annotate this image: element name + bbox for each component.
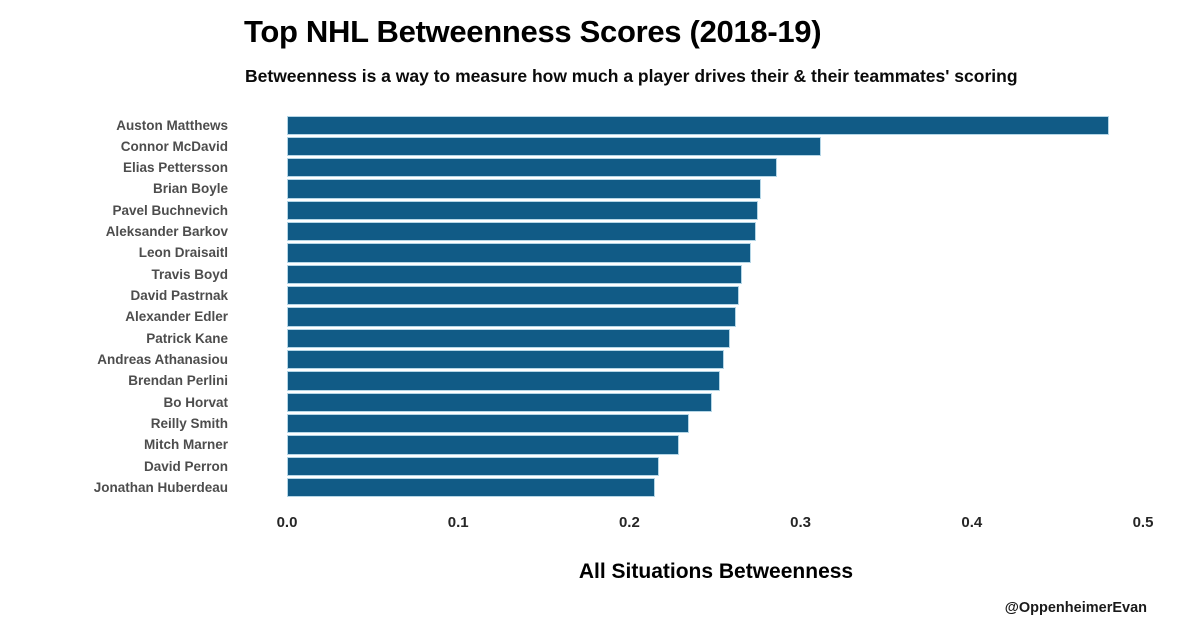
x-tick-label: 0.3 <box>790 514 812 531</box>
bar-row: Connor McDavid <box>0 136 1200 157</box>
bar-row: Brendan Perlini <box>0 371 1200 391</box>
bar <box>287 435 680 455</box>
player-label: Aleksander Barkov <box>105 224 228 240</box>
chart-title: Top NHL Betweenness Scores (2018-19) <box>244 14 822 49</box>
bar-row: Jonathan Huberdeau <box>0 478 1200 498</box>
bar-row: Andreas Athanasiou <box>0 350 1200 370</box>
x-tick-label: 0.1 <box>447 514 469 531</box>
bar-row: Bo Horvat <box>0 392 1200 412</box>
player-label: Jonathan Huberdeau <box>93 480 228 496</box>
player-label: Pavel Buchnevich <box>112 202 228 218</box>
bar-row: Aleksander Barkov <box>0 222 1200 242</box>
player-label: Leon Draisaitl <box>138 245 228 261</box>
player-label: Andreas Athanasiou <box>97 352 228 368</box>
x-tick-label: 0.4 <box>961 514 983 531</box>
bar-row: Patrick Kane <box>0 328 1200 348</box>
bar <box>287 115 1109 135</box>
chart-subtitle: Betweenness is a way to measure how much… <box>245 66 1018 86</box>
player-label: Bo Horvat <box>163 394 228 410</box>
player-label: Auston Matthews <box>116 117 228 133</box>
bar <box>287 414 690 434</box>
bar <box>287 328 731 348</box>
bar-row: Pavel Buchnevich <box>0 200 1200 220</box>
player-label: Connor McDavid <box>120 138 228 154</box>
player-label: Brendan Perlini <box>128 373 228 389</box>
bar <box>287 136 822 157</box>
bar <box>287 478 656 498</box>
bar <box>287 307 736 327</box>
bar <box>287 179 762 199</box>
bar-row: Travis Boyd <box>0 264 1200 284</box>
bar <box>287 350 724 370</box>
bar <box>287 371 721 391</box>
x-tick-label: 0.2 <box>618 514 640 531</box>
player-label: David Pastrnak <box>130 288 228 304</box>
player-label: Elias Pettersson <box>122 160 228 176</box>
bar <box>287 264 743 284</box>
player-label: Reilly Smith <box>150 416 228 432</box>
bar-row: Alexander Edler <box>0 307 1200 327</box>
x-tick-label: 0.0 <box>276 514 298 531</box>
x-axis-label: All Situations Betweenness <box>578 560 854 583</box>
bar <box>287 456 659 476</box>
bar-row: Elias Pettersson <box>0 158 1200 178</box>
bar-row: David Pastrnak <box>0 286 1200 306</box>
bar-row: Auston Matthews <box>0 115 1200 135</box>
x-tick-label: 0.5 <box>1132 514 1154 531</box>
watermark: @OppenheimerEvan <box>1004 600 1147 616</box>
bar-row: Leon Draisaitl <box>0 243 1200 263</box>
bar-row: Reilly Smith <box>0 414 1200 434</box>
bar <box>287 222 757 242</box>
bar <box>287 392 712 412</box>
player-label: David Perron <box>143 458 228 474</box>
bar <box>287 158 777 178</box>
bar <box>287 243 751 263</box>
player-label: Brian Boyle <box>152 181 228 197</box>
player-label: Travis Boyd <box>151 266 228 282</box>
player-label: Mitch Marner <box>143 437 228 453</box>
player-label: Patrick Kane <box>146 330 228 346</box>
bar <box>287 200 758 220</box>
player-label: Alexander Edler <box>125 309 228 325</box>
bar-row: Brian Boyle <box>0 179 1200 199</box>
bar-row: Mitch Marner <box>0 435 1200 455</box>
bar <box>287 286 739 306</box>
bar-row: David Perron <box>0 456 1200 476</box>
